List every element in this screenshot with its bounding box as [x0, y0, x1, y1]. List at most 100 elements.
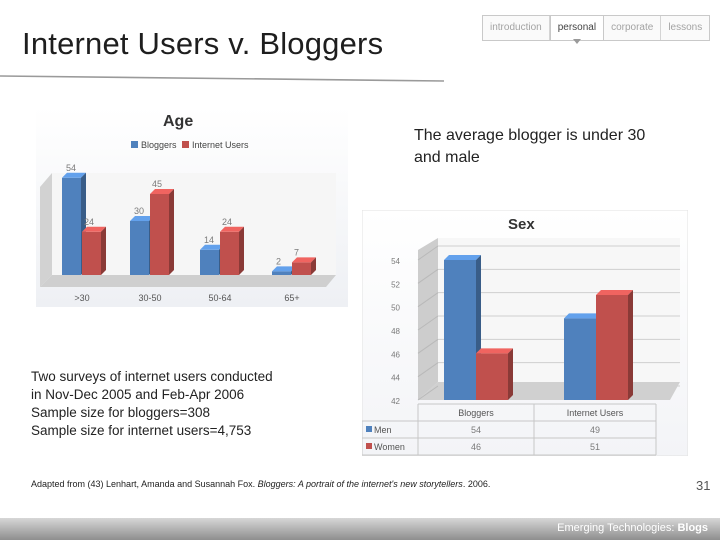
sex-gridline-side	[417, 245, 439, 261]
age-bar-bloggers-top	[62, 172, 86, 178]
sex-category-label: Internet Users	[567, 408, 624, 418]
sex-gridline-side	[417, 338, 439, 354]
age-data-label: 14	[204, 235, 214, 245]
age-bar-internet-users	[292, 262, 311, 275]
sex-tick-label: 42	[391, 397, 400, 406]
sex-bar-men	[444, 260, 476, 400]
age-chart: Age Bloggers Internet Users 54 24 >30 30 45 3…	[36, 107, 348, 307]
age-bar-internet-users-side	[239, 226, 244, 275]
sex-tick-label: 52	[391, 280, 400, 289]
age-bar-bloggers-top	[130, 216, 154, 221]
page-title: Internet Users v. Bloggers	[22, 26, 384, 61]
sex-table-value: 51	[590, 442, 600, 452]
age-bar-internet-users	[82, 231, 101, 275]
sex-tick-label: 46	[391, 350, 400, 359]
legend-swatch-bloggers	[131, 141, 138, 148]
age-bar-bloggers	[200, 249, 219, 275]
sex-tick-label: 50	[391, 304, 400, 313]
sex-table-value: 49	[590, 425, 600, 435]
sex-table-value: 46	[471, 442, 481, 452]
sex-tick-label: 54	[391, 257, 400, 266]
title-underline	[0, 75, 444, 82]
sex-legend-swatch-men	[366, 426, 372, 432]
sex-bar-women-top	[476, 348, 513, 354]
legend-label-bloggers: Bloggers	[141, 140, 177, 150]
age-data-label: 24	[84, 217, 94, 227]
sex-bar-men-top	[444, 255, 481, 260]
age-chart-back-wall	[52, 173, 336, 275]
active-tab-caret-icon	[572, 39, 581, 44]
sex-legend-label-women: Women	[374, 442, 405, 452]
age-data-label: 2	[276, 256, 281, 266]
age-bar-internet-users-top	[220, 226, 244, 232]
sex-bar-women-side	[628, 290, 633, 400]
sex-bar-women	[476, 353, 508, 400]
tab-corporate[interactable]: corporate	[604, 16, 662, 40]
age-data-label: 54	[66, 163, 76, 173]
sex-table-value: 54	[471, 425, 481, 435]
sex-category-label: Bloggers	[458, 408, 494, 418]
sex-tick-label: 44	[391, 374, 400, 383]
legend-swatch-internet-users	[182, 141, 189, 148]
tab-introduction[interactable]: introduction	[483, 16, 550, 40]
age-bar-internet-users	[220, 231, 239, 275]
tab-lessons[interactable]: lessons	[668, 22, 703, 33]
footer-course: Emerging Technologies:	[557, 522, 678, 534]
page-number: 31	[696, 478, 711, 493]
age-bar-bloggers	[272, 271, 291, 275]
tab-personal[interactable]: personal	[549, 16, 605, 44]
sex-chart-svg: Sex 42 44 46 48 50 52 54 Bloggers Internet User…	[361, 209, 689, 457]
survey-note-line: Sample size for internet users=4,753	[31, 423, 252, 438]
age-category-label: 65+	[284, 293, 299, 303]
citation-suffix: . 2006.	[462, 479, 491, 489]
age-data-label: 45	[152, 179, 162, 189]
survey-note-line: Sample size for bloggers=308	[31, 405, 210, 420]
age-category-label: 50-64	[208, 293, 231, 303]
age-chart-title: Age	[163, 113, 193, 130]
age-bar-internet-users-top	[82, 226, 106, 232]
sex-chart: Sex 42 44 46 48 50 52 54 Bloggers Internet User…	[361, 209, 689, 457]
legend-label-internet-users: Internet Users	[192, 140, 249, 150]
citation-prefix: Adapted from (43) Lenhart, Amanda and Su…	[31, 479, 258, 489]
footer-text: Emerging Technologies: Blogs	[557, 522, 708, 534]
sex-chart-title: Sex	[508, 216, 535, 233]
age-bar-internet-users	[150, 194, 169, 275]
age-data-label: 30	[134, 206, 144, 216]
age-chart-floor	[40, 275, 336, 287]
age-chart-svg: Age Bloggers Internet Users 54 24 >30 30 45 3…	[36, 107, 348, 307]
sex-legend-swatch-women	[366, 443, 372, 449]
section-tabs: introduction personal corporate lessons	[482, 15, 711, 44]
sex-bar-men	[564, 318, 596, 400]
survey-note-line: Two surveys of internet users conducted	[31, 369, 273, 384]
summary-text: The average blogger is under 30 and male	[414, 127, 646, 166]
age-bar-internet-users-top	[150, 189, 174, 194]
age-bar-bloggers-top	[200, 244, 224, 250]
footer-bar	[0, 518, 720, 540]
age-data-label: 24	[222, 217, 232, 227]
age-bar-bloggers	[130, 221, 149, 275]
sex-gridline-side	[417, 362, 439, 378]
age-category-label: 30-50	[138, 293, 161, 303]
citation-title: Bloggers: A portrait of the internet's n…	[257, 479, 463, 489]
survey-note-line: in Nov-Dec 2005 and Feb-Apr 2006	[31, 387, 245, 402]
sex-gridline-side	[417, 315, 439, 331]
sex-bar-women-top	[596, 290, 633, 295]
citation: Adapted from (43) Lenhart, Amanda and Su…	[31, 479, 490, 489]
age-bar-internet-users-top	[292, 257, 316, 263]
survey-notes: Two surveys of internet users conducted …	[31, 368, 273, 440]
sex-gridline-side	[417, 268, 439, 284]
age-bar-bloggers	[62, 177, 81, 275]
sex-legend-label-men: Men	[374, 425, 392, 435]
age-category-label: >30	[74, 293, 89, 303]
sex-chart-side-wall	[418, 238, 438, 400]
sex-bar-men-top	[564, 313, 601, 319]
sex-tick-label: 48	[391, 327, 400, 336]
age-data-label: 7	[294, 247, 299, 257]
sex-gridline-side	[417, 292, 439, 308]
sex-bar-women	[596, 295, 628, 400]
sex-bar-women-side	[508, 348, 513, 400]
age-bar-bloggers-top	[272, 266, 296, 272]
age-bar-internet-users-side	[101, 226, 106, 275]
age-bar-internet-users-side	[311, 257, 316, 275]
